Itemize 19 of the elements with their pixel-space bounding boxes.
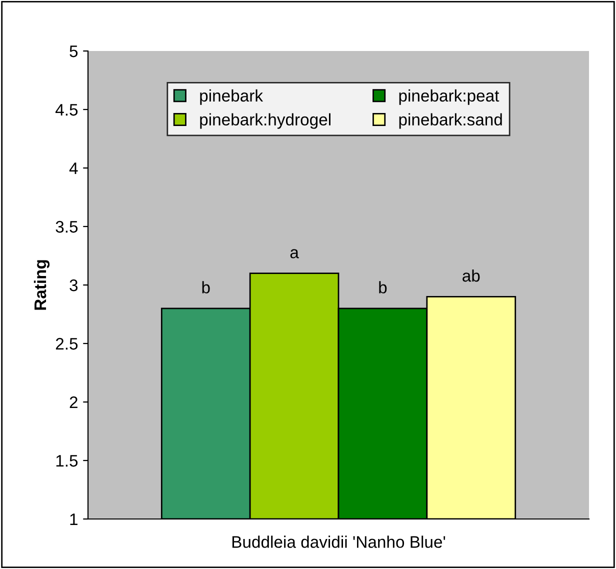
annotation: ab xyxy=(462,269,480,282)
y-tick-label: 2.5 xyxy=(56,338,78,350)
y-tick-label: 1 xyxy=(70,514,78,526)
legend-label: pinebark:hydrogel xyxy=(200,113,330,129)
y-axis-title: Rating xyxy=(34,260,50,310)
y-tick-label: 4.5 xyxy=(55,104,78,116)
legend-label: pinebark:sand xyxy=(399,113,502,129)
annotation: b xyxy=(379,281,387,294)
y-tick-label: 3.5 xyxy=(56,220,78,233)
x-tick-label: Buddleia davidii 'Nanho Blue' xyxy=(232,536,446,548)
y-tick-label: 2 xyxy=(70,396,78,408)
y-tick-label: 3 xyxy=(70,279,78,292)
y-tick-label: 4 xyxy=(69,162,78,174)
legend-label: pinebark xyxy=(200,89,264,105)
annotation: b xyxy=(202,281,210,294)
y-tick-label: 5 xyxy=(70,46,78,58)
y-tick-label: 1.5 xyxy=(56,455,78,467)
legend-label: pinebark:peat xyxy=(399,89,500,105)
annotation: a xyxy=(290,249,299,258)
